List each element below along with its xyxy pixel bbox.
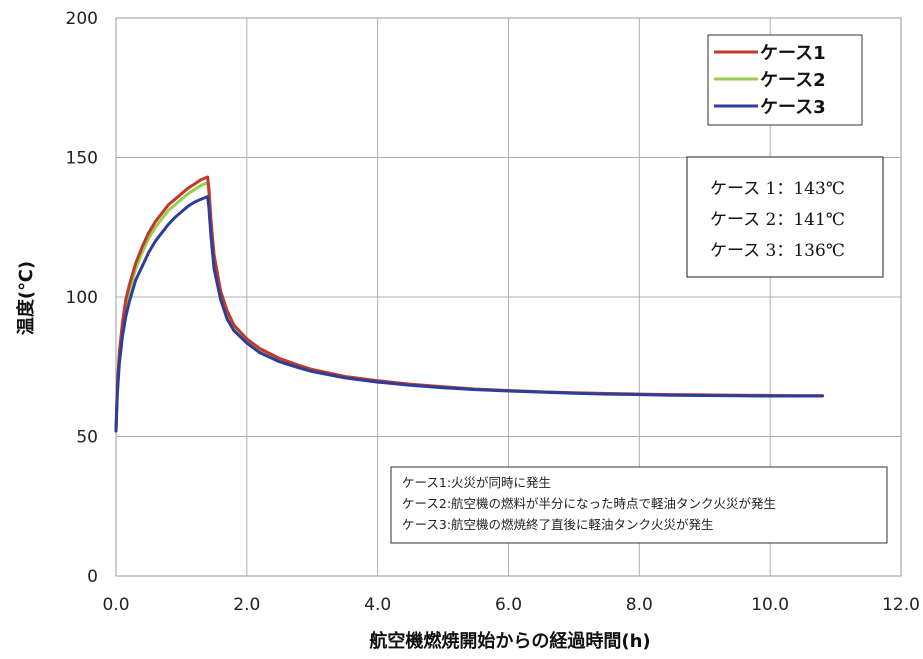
x-tick-label: 6.0 [495,595,522,615]
legend-label-case1: ケース1 [760,43,826,64]
y-tick-label: 0 [87,567,98,587]
x-tick-label: 4.0 [364,595,391,615]
case-description-box: ケース1:火災が同時に発生 ケース2:航空機の燃料が半分になった時点で軽油タンク… [390,466,888,544]
y-axis-title: 温度(℃) [15,261,37,335]
legend-items: ケース1 ケース2 ケース3 [714,43,826,118]
series-lines [114,175,824,433]
case-description-2: ケース2:航空機の燃料が半分になった時点で軽油タンク火災が発生 [402,496,776,511]
case-description-box-frame [390,466,888,544]
y-axis-ticks: 0 50 100 150 200 [66,9,98,587]
y-tick-label: 50 [76,428,98,448]
series-line-case3 [114,195,824,433]
max-temperature-box: ケース 1：143℃ ケース 2：141℃ ケース 3：136℃ [686,156,884,278]
max-temperature-case3: ケース 3：136℃ [710,241,845,261]
legend: ケース1 ケース2 ケース3 [707,34,863,126]
x-tick-label: 10.0 [751,595,789,615]
max-temperature-case2: ケース 2：141℃ [710,210,845,230]
y-tick-label: 200 [66,9,98,29]
max-temperature-case1: ケース 1：143℃ [710,179,845,199]
x-tick-label: 0.0 [102,595,129,615]
y-tick-label: 150 [66,149,98,169]
x-tick-label: 2.0 [233,595,260,615]
x-tick-label: 8.0 [626,595,653,615]
plot-area-border [115,17,902,577]
max-temperature-box-frame [686,156,884,278]
case-description-3: ケース3:航空機の燃焼終了直後に軽油タンク火災が発生 [402,517,714,532]
legend-label-case2: ケース2 [760,70,826,91]
x-axis-ticks: 0.0 2.0 4.0 6.0 8.0 10.0 12.0 [102,595,919,615]
case-description-1: ケース1:火災が同時に発生 [402,475,551,490]
legend-label-case3: ケース3 [760,97,826,118]
x-axis-title: 航空機燃焼開始からの経過時間(h) [369,630,650,652]
x-tick-label: 12.0 [882,595,920,615]
y-tick-label: 100 [66,288,98,308]
